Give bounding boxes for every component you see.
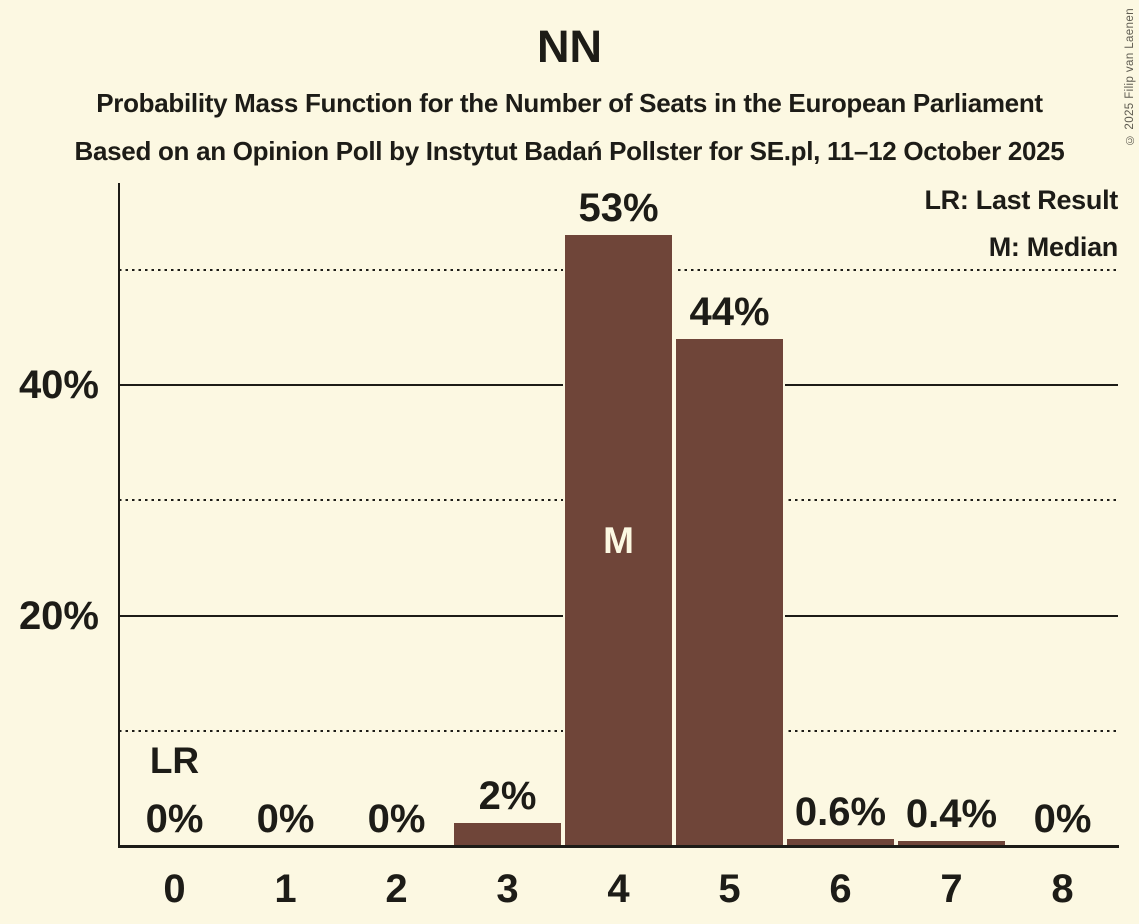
x-tick-label-4: 4: [607, 867, 630, 911]
x-tick-label-8: 8: [1051, 867, 1074, 911]
bar-3: [452, 823, 563, 846]
bar-7: [896, 841, 1007, 846]
chart-title: NN: [537, 21, 602, 72]
x-tick-label-2: 2: [385, 867, 408, 911]
x-tick-label-6: 6: [829, 867, 852, 911]
chart-source-line: Based on an Opinion Poll by Instytut Bad…: [74, 136, 1065, 166]
legend: LR: Last Result M: Median: [924, 183, 1118, 264]
x-tick-label-0: 0: [163, 867, 186, 911]
y-tick-label-20: 20%: [18, 594, 99, 638]
bar-value-label-8: 0%: [1033, 797, 1092, 841]
x-tick-label-7: 7: [940, 867, 963, 911]
bar-value-label-0: 0%: [145, 797, 204, 841]
bar-value-label-6: 0.6%: [794, 790, 887, 834]
bar-value-label-3: 2%: [478, 774, 537, 818]
bar-value-label-5: 44%: [689, 290, 770, 334]
last-result-label: LR: [149, 740, 200, 781]
x-tick-label-3: 3: [496, 867, 519, 911]
x-tick-label-5: 5: [718, 867, 741, 911]
bar-value-label-7: 0.4%: [905, 792, 998, 836]
legend-median: M: Median: [988, 232, 1119, 262]
bar-6: [785, 839, 896, 846]
bar-5: [674, 339, 785, 846]
y-axis: [118, 183, 120, 848]
median-label: M: [603, 520, 634, 561]
x-axis: [118, 845, 1119, 848]
bar-value-label-1: 0%: [256, 797, 315, 841]
chart-subtitle: Probability Mass Function for the Number…: [96, 88, 1043, 118]
y-tick-label-40: 40%: [18, 363, 99, 407]
legend-last-result: LR: Last Result: [924, 185, 1118, 215]
bar-value-label-4: 53%: [578, 186, 659, 230]
x-tick-label-1: 1: [274, 867, 297, 911]
bar-4: [563, 235, 674, 846]
bar-value-label-2: 0%: [367, 797, 426, 841]
